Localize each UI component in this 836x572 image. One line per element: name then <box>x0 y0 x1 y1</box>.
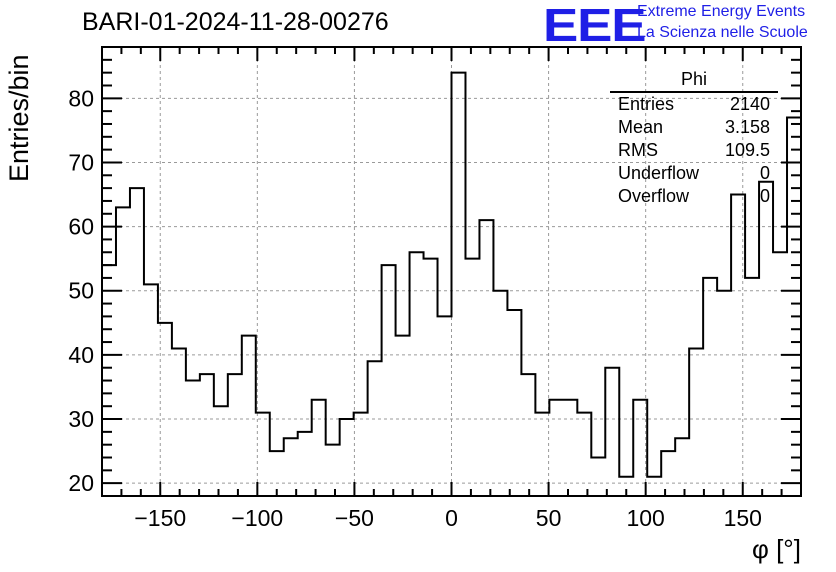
stats-label: RMS <box>618 140 658 160</box>
logo-line-1: Extreme Energy Events <box>637 3 806 20</box>
stats-value: 0 <box>759 163 770 183</box>
x-tick-label: 150 <box>724 505 762 531</box>
stats-value: 109.5 <box>724 140 770 160</box>
stats-box: Phi Entries 2140 Mean 3.158 RMS 109.5 Un… <box>610 68 778 208</box>
x-axis-label: φ [°] <box>752 534 801 564</box>
axis-ticks <box>102 46 801 497</box>
y-tick-label: 30 <box>68 406 94 432</box>
chart-title: BARI-01-2024-11-28-00276 <box>82 8 389 36</box>
stats-label: Overflow <box>618 186 690 206</box>
stats-value: 3.158 <box>724 117 770 137</box>
tick-labels: −150 −100 −50 0 50 100 150 20 30 40 50 60 70 80 <box>68 85 762 531</box>
x-tick-label: −150 <box>134 505 186 531</box>
stats-row-mean: Mean 3.158 <box>610 116 778 139</box>
y-tick-label: 70 <box>68 149 94 175</box>
plot-frame <box>101 46 802 497</box>
x-tick-label: 0 <box>445 505 458 531</box>
y-tick-label: 80 <box>68 85 94 111</box>
stats-row-underflow: Underflow 0 <box>610 162 778 185</box>
y-tick-label: 60 <box>68 214 94 240</box>
stats-row-rms: RMS 109.5 <box>610 139 778 162</box>
eee-logo: EEE <box>543 0 647 51</box>
stats-value: 0 <box>759 186 770 206</box>
stats-row-overflow: Overflow 0 <box>610 185 778 208</box>
x-tick-label: 100 <box>626 505 664 531</box>
y-tick-label: 50 <box>68 278 94 304</box>
stats-label: Entries <box>618 94 675 114</box>
x-tick-label: −100 <box>231 505 283 531</box>
stats-label: Underflow <box>618 163 700 183</box>
stats-row-entries: Entries 2140 <box>610 93 778 116</box>
stats-title: Phi <box>610 68 778 93</box>
x-tick-label: 50 <box>536 505 562 531</box>
y-tick-label: 40 <box>68 342 94 368</box>
stats-value: 2140 <box>729 94 770 114</box>
histogram-line <box>102 71 801 478</box>
stats-label: Mean <box>618 117 664 137</box>
logo-line-2: La Scienza nelle Scuole <box>637 24 808 41</box>
y-tick-label: 20 <box>68 470 94 496</box>
x-tick-label: −50 <box>335 505 374 531</box>
y-axis-label: Entries/bin <box>4 54 34 182</box>
